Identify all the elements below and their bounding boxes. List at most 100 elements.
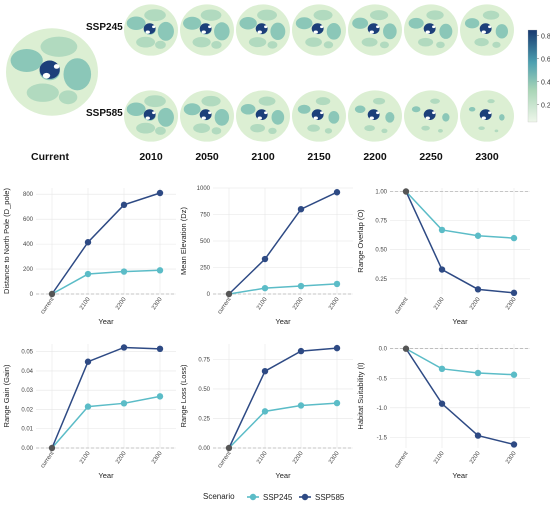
x-tick-label: 2300 [151, 450, 164, 465]
x-tick-label: 2100 [256, 450, 269, 465]
x-tick-label: 2300 [505, 450, 518, 465]
y-tick-label: 0 [207, 292, 211, 298]
map-row-label-ssp245: SSP245 [86, 22, 123, 33]
map-ssp585-2200 [348, 90, 402, 142]
data-point-current [48, 290, 56, 298]
y-tick-label: 0.50 [375, 248, 387, 254]
data-point-ssp245 [438, 226, 446, 234]
map-column-label: 2100 [251, 151, 275, 163]
data-point-current [225, 444, 233, 452]
map-ssp245-2150 [292, 4, 346, 56]
chart-panel-4: 0.00 0.01 0.02 0.03 0.04 0.05 current 2100 2200 2… [2, 344, 176, 480]
map-ssp585-2250 [404, 90, 458, 142]
x-tick-label: 2200 [292, 450, 305, 465]
y-tick-label: -0.5 [377, 376, 388, 382]
data-point-ssp245 [120, 400, 128, 407]
data-point-ssp245 [261, 284, 269, 292]
map-ssp245-2200 [348, 4, 402, 56]
data-point-ssp585 [84, 239, 92, 246]
x-tick-label: 2100 [433, 450, 446, 465]
map-ssp245-2250 [404, 4, 458, 56]
colorbar-tick-label: 0.4 [541, 79, 550, 86]
y-tick-label: 0.01 [21, 427, 33, 433]
data-point-ssp245 [510, 234, 518, 242]
colorbar-tick-label: 0.2 [541, 102, 550, 109]
data-point-ssp585 [120, 344, 128, 351]
x-tick-label: 2100 [433, 296, 446, 311]
y-tick-label: 0.0 [379, 347, 388, 353]
x-tick-label: 2200 [115, 450, 128, 465]
series-line-ssp585 [405, 348, 515, 446]
map-column-label: 2150 [307, 151, 331, 163]
x-axis-label: Year [98, 317, 114, 326]
y-axis-label: Range Gain (Gain) [2, 364, 11, 427]
x-tick-label: 2300 [151, 296, 164, 311]
x-axis-label: Year [275, 471, 291, 480]
y-tick-label: 750 [200, 213, 211, 219]
map-row-label-ssp585: SSP585 [86, 108, 123, 119]
data-point-ssp585 [474, 286, 482, 293]
map-column-label: 2300 [475, 151, 499, 163]
map-ssp245-2010 [124, 4, 178, 56]
legend-marker-ssp245 [249, 493, 257, 501]
x-axis-label: Year [275, 317, 291, 326]
y-tick-label: 1.00 [375, 189, 387, 195]
x-tick-label: current [217, 450, 233, 469]
legend-marker-ssp585 [301, 493, 309, 501]
data-point-ssp245 [120, 268, 128, 275]
x-tick-label: 2100 [256, 296, 269, 311]
data-point-ssp585 [474, 432, 482, 439]
data-point-ssp245 [333, 280, 341, 288]
data-point-ssp245 [297, 282, 305, 290]
series-line-ssp245 [51, 269, 161, 295]
map-column-label: Current [31, 151, 69, 163]
y-axis-label: Distance to North Pole (D_pole) [2, 188, 11, 294]
data-point-ssp245 [297, 402, 305, 409]
data-point-ssp585 [297, 206, 305, 213]
y-tick-label: 250 [200, 266, 211, 272]
y-tick-label: 1000 [197, 186, 211, 192]
legend-item-ssp245: SSP245 [247, 493, 293, 502]
x-tick-label: 2300 [328, 450, 341, 465]
data-point-ssp585 [333, 189, 341, 196]
chart-panel-3: 0.25 0.50 0.75 1.00 current 2100 2200 2300 Year R… [356, 188, 530, 326]
y-tick-label: 0.00 [198, 446, 210, 452]
map-ssp585-2100 [236, 90, 290, 142]
data-point-current [48, 444, 56, 452]
y-tick-label: 0.02 [21, 407, 33, 413]
legend-label-ssp585: SSP585 [315, 493, 345, 502]
series-line-ssp245 [405, 190, 515, 239]
map-panel [6, 4, 514, 142]
y-axis-label: Mean Elevation (Dz) [179, 207, 188, 275]
x-tick-label: 2200 [469, 296, 482, 311]
map-column-label: 2010 [139, 151, 163, 163]
x-tick-label: 2200 [469, 450, 482, 465]
y-tick-label: 500 [200, 239, 211, 245]
y-tick-label: 600 [23, 217, 34, 223]
data-point-ssp585 [261, 255, 269, 263]
series-line-ssp585 [228, 347, 338, 449]
data-point-current [402, 345, 410, 352]
x-tick-label: current [394, 450, 410, 469]
y-tick-label: 400 [23, 242, 34, 248]
data-point-ssp585 [156, 189, 164, 197]
map-ssp245-2050 [180, 4, 234, 56]
series-line-ssp585 [51, 346, 161, 449]
x-tick-label: 2100 [79, 450, 92, 465]
legend-label-ssp245: SSP245 [263, 493, 293, 502]
map-column-label: 2250 [419, 151, 443, 163]
data-point-ssp585 [438, 400, 446, 407]
colorbar-gradient [527, 29, 538, 123]
y-tick-label: -1.5 [377, 435, 388, 441]
data-point-ssp245 [510, 371, 518, 378]
map-ssp245-2100 [236, 4, 290, 56]
data-point-ssp585 [156, 345, 164, 353]
y-axis-label: Habitat Suitability (I) [356, 362, 365, 430]
x-tick-label: current [394, 296, 410, 315]
colorbar-tick-label: 0.6 [541, 56, 550, 63]
map-current [6, 28, 98, 116]
x-tick-label: current [40, 296, 56, 315]
map-column-label: 2200 [363, 151, 387, 163]
y-tick-label: 0.05 [21, 350, 33, 356]
map-ssp585-2010 [124, 90, 178, 142]
